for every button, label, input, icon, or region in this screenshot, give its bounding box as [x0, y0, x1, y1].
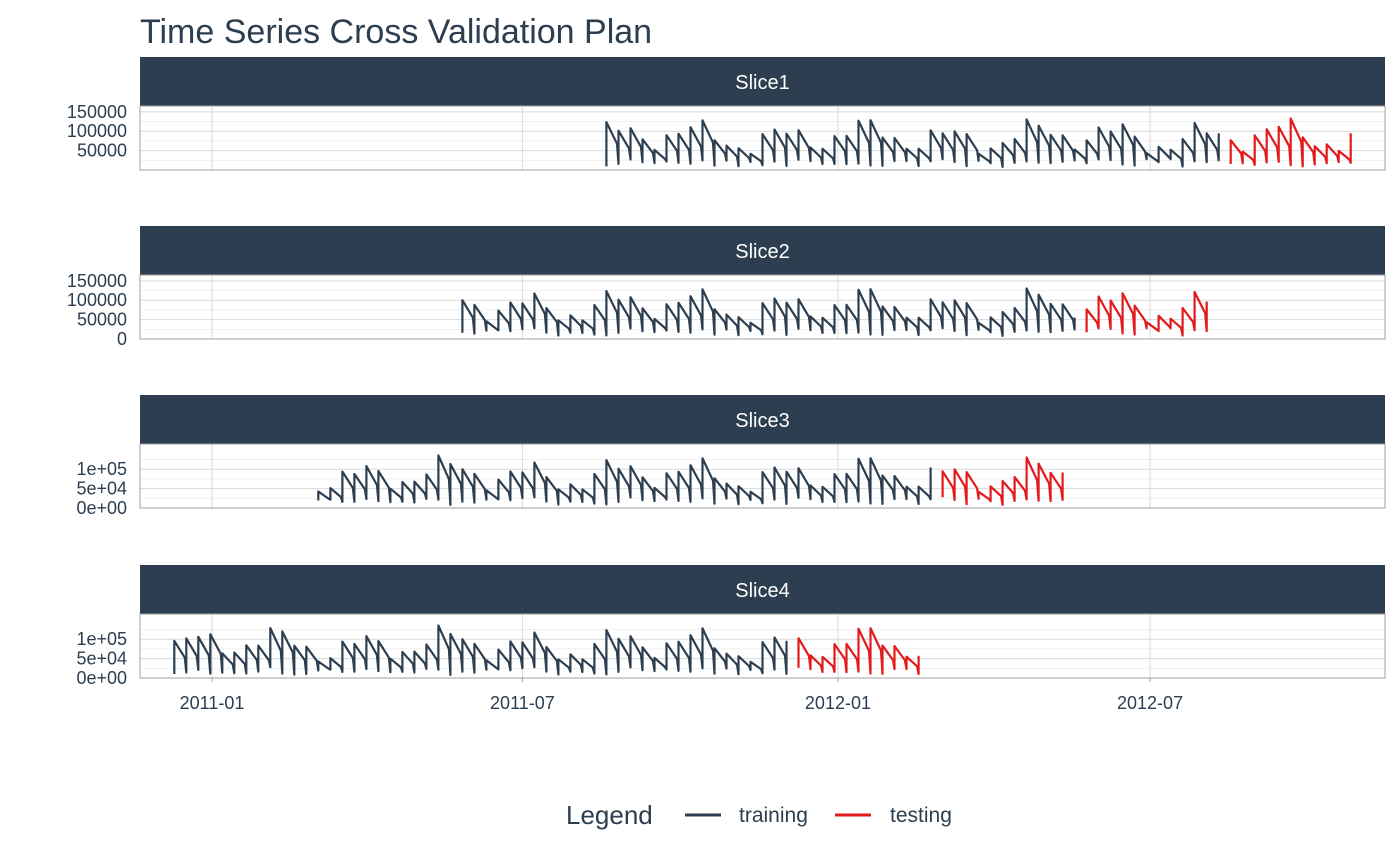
panel-border — [139, 443, 1386, 509]
y-tick-label: 100000 — [67, 290, 127, 310]
legend-title: Legend — [566, 800, 653, 830]
legend-label-training: training — [739, 804, 808, 827]
panels: Slice150000100000150000Slice205000010000… — [67, 57, 1386, 688]
series-testing-slice4 — [797, 627, 920, 676]
strip-slice1 — [140, 57, 1385, 106]
y-tick-label: 0e+00 — [76, 498, 127, 518]
panel-border — [139, 105, 1386, 171]
series-testing-slice3 — [941, 456, 1064, 506]
strip-label: Slice3 — [735, 410, 789, 432]
series-training-slice3 — [317, 454, 932, 506]
series-testing-slice2 — [1085, 290, 1208, 337]
panel-border — [139, 274, 1386, 340]
strip-slice4 — [140, 565, 1385, 614]
x-tick-label: 2011-07 — [490, 693, 555, 713]
x-tick-label: 2012-01 — [805, 693, 871, 713]
series-testing-slice1 — [1229, 117, 1352, 168]
strip-label: Slice2 — [735, 241, 789, 263]
strip-label: Slice4 — [735, 580, 789, 602]
y-tick-label: 0e+00 — [76, 668, 127, 688]
y-tick-label: 5e+04 — [76, 479, 127, 499]
strip-label: Slice1 — [735, 72, 789, 94]
y-tick-label: 150000 — [67, 271, 127, 291]
series-training-slice4 — [173, 624, 788, 676]
strip-slice2 — [140, 226, 1385, 275]
legend-label-testing: testing — [890, 804, 952, 827]
chart-title: Time Series Cross Validation Plan — [140, 13, 652, 51]
x-axis: 2011-01 2011-07 2012-01 2012-07 — [180, 678, 1183, 713]
panel-border — [139, 613, 1386, 679]
y-tick-label: 50000 — [77, 141, 127, 161]
series-training-slice2 — [461, 287, 1076, 337]
y-tick-label: 150000 — [67, 102, 127, 122]
y-tick-label: 5e+04 — [76, 649, 127, 669]
y-tick-label: 50000 — [77, 310, 127, 330]
series-training-slice1 — [605, 118, 1220, 168]
y-tick-label: 1e+05 — [76, 629, 127, 649]
x-tick-label: 2012-07 — [1117, 693, 1183, 713]
y-tick-label: 100000 — [67, 121, 127, 141]
legend: Legend training testing — [566, 800, 952, 830]
y-tick-label: 1e+05 — [76, 459, 127, 479]
y-tick-label: 0 — [117, 329, 127, 349]
x-tick-label: 2011-01 — [180, 693, 245, 713]
strip-slice3 — [140, 395, 1385, 444]
